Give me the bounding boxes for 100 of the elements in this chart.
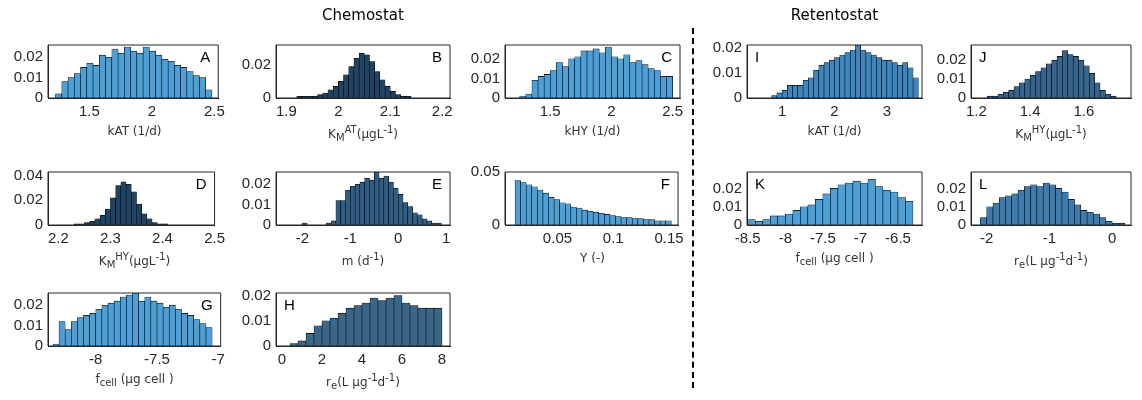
- x-tick-label: 2.2: [431, 102, 453, 120]
- x-tick-label: 0.05: [542, 229, 573, 247]
- annotation: J: [979, 47, 987, 65]
- annotation: F: [660, 174, 671, 192]
- y-tick-label: 0.01: [13, 315, 43, 333]
- annotation: C: [661, 47, 673, 65]
- x-axis-title: kAT (1/d): [106, 124, 163, 138]
- annotation: L: [979, 174, 988, 192]
- x-tick-label: 0: [394, 229, 403, 247]
- x-tick-label: 2.5: [662, 102, 684, 120]
- x-axis-title: K$_{M}$$^{HY}$(μgL$^{-1}$): [97, 251, 172, 271]
- y-tick-label: 0.02: [13, 190, 43, 208]
- y-tick-label: 0: [34, 336, 43, 354]
- annotation: E: [431, 174, 442, 192]
- x-tick-label: 2: [830, 102, 839, 120]
- x-tick-label: 3: [882, 102, 892, 120]
- y-tick-label: 0.01: [241, 194, 271, 212]
- x-tick-label: 2.4: [152, 229, 173, 247]
- x-tick-label: 8: [437, 350, 447, 368]
- y-tick-label: 0.02: [936, 50, 966, 68]
- y-tick-label: 0: [957, 215, 966, 233]
- x-tick-label: 1.5: [539, 102, 561, 120]
- chart-title: Chemostat: [321, 6, 405, 24]
- x-tick-label: 4: [357, 350, 367, 368]
- y-tick-label: 0.02: [936, 178, 966, 196]
- x-axis-title: m (d$^{-1}$): [340, 251, 386, 268]
- x-tick-label: 1.4: [1019, 102, 1041, 120]
- x-axis-title: K$_{M}$$^{AT}$(μgL$^{-1}$): [327, 124, 399, 144]
- y-tick-label: 0.02: [241, 285, 271, 303]
- x-axis-title: r$_{e}$(L μg$^{-1}$d$^{-1}$): [1013, 251, 1089, 271]
- y-tick-label: 0.01: [712, 196, 742, 214]
- x-tick-label: -7: [853, 229, 868, 247]
- x-tick-label: 1.9: [275, 102, 297, 120]
- x-tick-label: -8: [778, 229, 792, 247]
- x-axis-title: K$_{M}$$^{HY}$(μgL$^{-1}$): [1014, 124, 1088, 144]
- x-tick-label: -7.5: [144, 350, 170, 368]
- y-tick-label: 0: [262, 215, 271, 233]
- y-tick-label: 0: [957, 88, 966, 106]
- x-tick-label: 2.5: [204, 102, 225, 120]
- x-tick-label: 2: [334, 102, 343, 120]
- x-tick-label: 6: [397, 350, 407, 368]
- x-tick-label: -7.5: [809, 229, 836, 247]
- y-tick-label: 0: [34, 215, 43, 233]
- y-tick-label: 0.05: [470, 162, 500, 180]
- x-tick-label: 0.15: [654, 229, 684, 247]
- x-axis-title: f$_{cell}$ (μg cell ): [94, 372, 175, 389]
- x-tick-label: 2.1: [379, 102, 401, 120]
- x-tick-label: 1: [441, 229, 451, 247]
- x-tick-label: -2: [980, 229, 994, 247]
- y-tick-label: 0.02: [712, 178, 742, 196]
- y-tick-label: 0: [262, 336, 271, 354]
- y-tick-label: 0.01: [712, 62, 742, 80]
- y-tick-label: 0: [491, 88, 500, 106]
- y-tick-label: 0.01: [13, 67, 43, 85]
- x-tick-label: -8: [89, 350, 103, 368]
- x-tick-label: -6.5: [885, 229, 911, 247]
- y-tick-label: 0.01: [470, 68, 500, 86]
- x-axis-title: r$_{e}$(L μg$^{-1}$d$^{-1}$): [325, 372, 401, 392]
- x-tick-label: -2: [295, 229, 310, 247]
- x-tick-label: 1.2: [965, 102, 987, 120]
- y-tick-label: 0: [34, 88, 43, 106]
- x-tick-label: 2.3: [100, 229, 121, 247]
- annotation: A: [200, 47, 211, 65]
- x-tick-label: -7: [211, 350, 225, 368]
- annotation: B: [431, 47, 442, 65]
- y-tick-label: 0: [733, 88, 742, 106]
- x-tick-label: 2: [147, 102, 157, 120]
- x-tick-label: 1: [777, 102, 787, 120]
- y-tick-label: 0: [262, 88, 271, 106]
- x-tick-label: 2.5: [204, 229, 225, 247]
- x-axis-title: f$_{cell}$ (μg cell ): [794, 251, 875, 268]
- y-tick-label: 0.02: [712, 37, 742, 55]
- x-tick-label: 2: [607, 102, 616, 120]
- annotation: G: [201, 295, 213, 313]
- annotation: I: [755, 47, 760, 65]
- y-tick-label: 0.01: [936, 196, 966, 214]
- chart-title: Retentostat: [789, 6, 880, 24]
- x-tick-label: 2.2: [47, 229, 69, 247]
- x-axis-title: Y (-): [579, 251, 606, 265]
- y-tick-label: 0.02: [470, 48, 500, 66]
- x-tick-label: 0: [1108, 229, 1117, 247]
- y-tick-label: 0.02: [241, 55, 271, 73]
- x-tick-label: -1: [343, 229, 357, 247]
- x-tick-label: 1.6: [1073, 102, 1095, 120]
- y-tick-label: 0.02: [13, 47, 43, 65]
- x-tick-label: -1: [1042, 229, 1057, 247]
- annotation: D: [195, 174, 207, 192]
- x-tick-label: 2: [317, 350, 327, 368]
- y-tick-label: 0.01: [936, 69, 966, 87]
- annotation: K: [755, 174, 766, 192]
- x-tick-label: 0: [277, 350, 287, 368]
- x-tick-label: 1.5: [78, 102, 100, 120]
- y-tick-label: 0.02: [13, 295, 43, 313]
- y-tick-label: 0.02: [241, 174, 271, 192]
- annotation: H: [284, 295, 295, 313]
- y-tick-label: 0: [491, 215, 500, 233]
- y-tick-label: 0.04: [13, 165, 43, 183]
- x-axis-title: kAT (1/d): [806, 124, 863, 138]
- y-tick-label: 0.01: [241, 310, 271, 328]
- x-axis-title: kHY (1/d): [563, 124, 622, 138]
